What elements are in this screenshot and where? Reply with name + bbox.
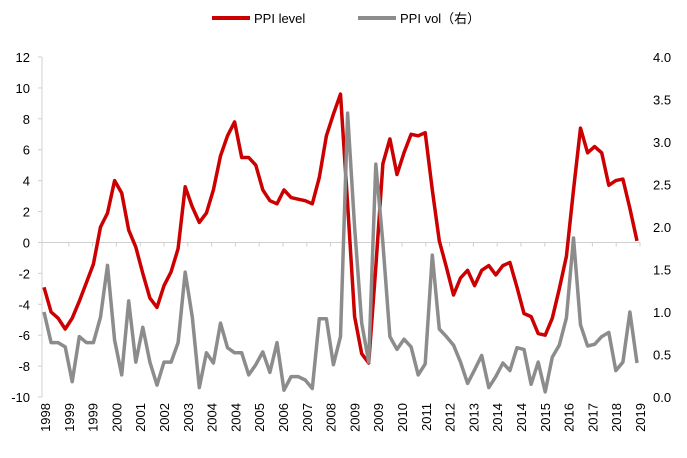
x-tick-label: 2011: [419, 403, 434, 431]
x-tick-label: 2005: [252, 403, 267, 432]
y2-tick-label: 3.0: [653, 135, 671, 150]
y-tick-label: -8: [18, 359, 30, 374]
y-tick-label: -2: [18, 266, 30, 281]
x-tick-label: 2009: [347, 403, 362, 432]
x-tick-label: 2006: [276, 403, 291, 432]
y2-tick-label: 1.0: [653, 305, 671, 320]
x-tick-label: 2013: [466, 403, 481, 432]
y-tick-label: 2: [23, 205, 30, 220]
y-tick-label: -6: [18, 328, 30, 343]
x-tick-label: 2018: [609, 403, 624, 432]
x-tick-label: 2008: [324, 403, 339, 432]
y2-tick-label: 4.0: [653, 50, 671, 65]
series-line-ppi-vol: [44, 113, 637, 392]
x-tick-label: 1998: [38, 403, 53, 432]
y2-tick-label: 3.5: [653, 93, 671, 108]
x-tick-label: 2001: [133, 403, 148, 432]
x-tick-label: 2000: [109, 403, 124, 432]
y-tick-label: 12: [16, 50, 30, 65]
x-tick-label: 2010: [395, 403, 410, 432]
x-tick-label: 2015: [538, 403, 553, 432]
y-tick-label: 4: [23, 174, 30, 189]
y-tick-label: 10: [16, 81, 30, 96]
y-tick-label: -10: [11, 390, 30, 405]
x-tick-label: 2019: [633, 403, 648, 432]
x-tick-label: 2012: [443, 403, 458, 432]
y2-tick-label: 1.5: [653, 263, 671, 278]
x-tick-label: 1999: [86, 403, 101, 432]
x-tick-label: 2004: [205, 403, 220, 432]
x-tick-label: 2003: [181, 403, 196, 432]
y-tick-label: 6: [23, 143, 30, 158]
y2-tick-label: 2.0: [653, 220, 671, 235]
legend-label-ppi-vol: PPI vol（右）: [400, 11, 480, 26]
y-tick-label: -4: [18, 297, 30, 312]
x-tick-label: 1999: [62, 403, 77, 432]
y-tick-label: 8: [23, 112, 30, 127]
y2-tick-label: 0.5: [653, 348, 671, 363]
legend: PPI level PPI vol（右）: [212, 11, 480, 26]
x-tick-label: 2009: [371, 403, 386, 432]
y-tick-label: 0: [23, 235, 30, 250]
legend-label-ppi-level: PPI level: [254, 11, 305, 26]
y2-tick-label: 2.5: [653, 178, 671, 193]
x-tick-label: 2014: [490, 403, 505, 432]
x-tick-label: 2004: [228, 403, 243, 432]
x-tick-label: 2014: [514, 403, 529, 432]
y2-tick-label: 0.0: [653, 390, 671, 405]
x-tick-label: 2017: [585, 403, 600, 432]
x-tick-label: 2002: [157, 403, 172, 432]
x-tick-label: 2007: [300, 403, 315, 432]
x-tick-label: 2016: [562, 403, 577, 432]
